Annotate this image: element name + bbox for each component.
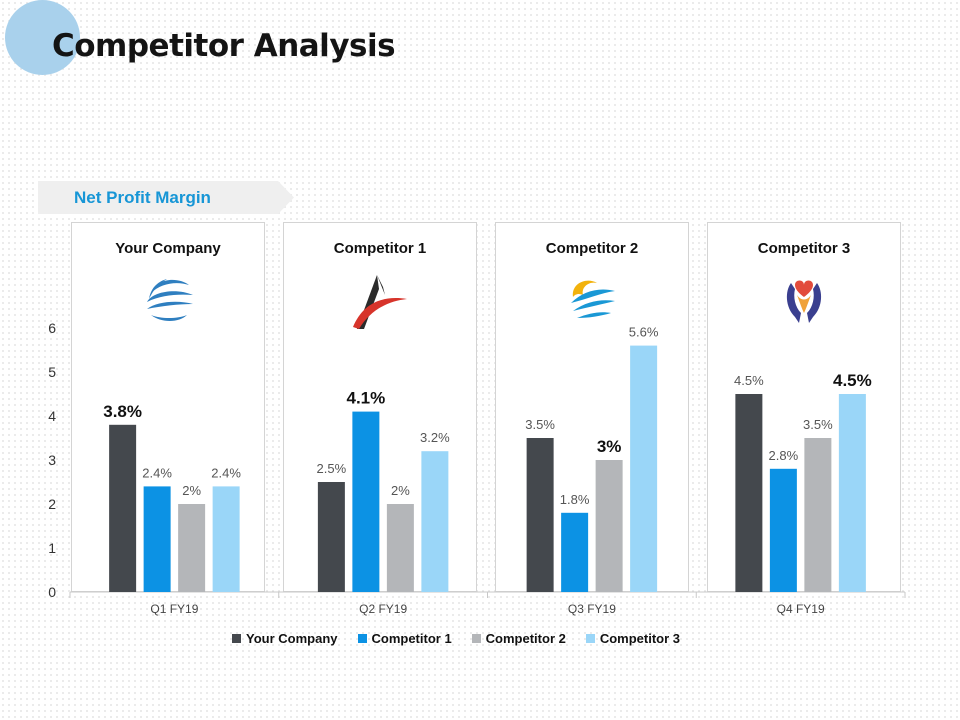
data-label: 4.5% bbox=[734, 373, 764, 388]
y-tick-label: 3 bbox=[48, 452, 56, 468]
panel-title: Competitor 2 bbox=[545, 240, 639, 257]
bar-competitor-2-q1-fy19 bbox=[178, 504, 206, 592]
bar-your-company-q4-fy19 bbox=[735, 394, 763, 592]
bar-competitor-3-q1-fy19 bbox=[212, 486, 240, 592]
bar-your-company-q3-fy19 bbox=[526, 438, 554, 592]
data-label: 3.5% bbox=[525, 417, 555, 432]
panel-title: Your Company bbox=[115, 240, 221, 257]
label-arrow-shape bbox=[38, 181, 294, 214]
legend-item-competitor-2: Competitor 2 bbox=[471, 631, 566, 646]
bar-competitor-2-q2-fy19 bbox=[386, 504, 414, 592]
data-label: 3% bbox=[597, 437, 622, 456]
bar-competitor-2-q4-fy19 bbox=[804, 438, 832, 592]
legend-swatch bbox=[232, 634, 241, 643]
bar-competitor-1-q1-fy19 bbox=[143, 486, 171, 592]
y-tick-label: 0 bbox=[48, 584, 56, 600]
data-label: 3.8% bbox=[103, 402, 142, 421]
section-label-tag: Net Profit Margin bbox=[38, 181, 294, 214]
data-label: 4.1% bbox=[347, 389, 386, 408]
bar-competitor-3-q2-fy19 bbox=[421, 451, 449, 592]
legend-item-competitor-1: Competitor 1 bbox=[357, 631, 452, 646]
legend-label: Competitor 2 bbox=[485, 631, 566, 646]
letter-a-swoosh-logo-icon bbox=[353, 275, 407, 329]
bar-competitor-1-q4-fy19 bbox=[769, 468, 797, 592]
decorative-circle bbox=[5, 0, 80, 75]
data-label: 1.8% bbox=[560, 492, 590, 507]
bar-competitor-2-q3-fy19 bbox=[595, 460, 623, 592]
heart-hands-logo-icon bbox=[786, 280, 822, 323]
y-tick-label: 1 bbox=[48, 540, 56, 556]
bar-your-company-q2-fy19 bbox=[317, 482, 345, 592]
bar-competitor-1-q3-fy19 bbox=[561, 512, 589, 592]
x-tick-label: Q3 FY19 bbox=[568, 602, 616, 616]
data-label: 3.5% bbox=[803, 417, 833, 432]
data-label: 2.4% bbox=[142, 465, 172, 480]
data-label: 2.4% bbox=[211, 465, 241, 480]
legend-swatch bbox=[357, 634, 367, 643]
wave-swirl-logo-icon bbox=[147, 279, 193, 321]
y-tick-label: 5 bbox=[48, 364, 56, 380]
legend-item-your-company: Your Company bbox=[232, 631, 338, 646]
legend-swatch bbox=[471, 634, 481, 643]
chart-legend: Your Company Competitor 1 Competitor 2 C… bbox=[232, 631, 680, 646]
bar-your-company-q1-fy19 bbox=[109, 424, 137, 592]
legend-label: Competitor 3 bbox=[599, 631, 681, 646]
page-title: Competitor Analysis bbox=[52, 28, 396, 64]
legend-label: Your Company bbox=[246, 631, 338, 646]
data-label: 2% bbox=[182, 483, 201, 498]
x-tick-label: Q4 FY19 bbox=[777, 602, 825, 616]
bar-competitor-3-q3-fy19 bbox=[630, 345, 658, 592]
section-label: Net Profit Margin bbox=[74, 188, 211, 207]
data-label: 3.2% bbox=[420, 430, 450, 445]
x-tick-label: Q2 FY19 bbox=[359, 602, 407, 616]
data-label: 2.5% bbox=[317, 461, 347, 476]
data-label: 4.5% bbox=[833, 371, 872, 390]
legend-swatch bbox=[585, 634, 595, 643]
y-tick-label: 6 bbox=[48, 320, 56, 336]
bar-competitor-1-q2-fy19 bbox=[352, 411, 380, 592]
y-tick-label: 2 bbox=[48, 496, 56, 512]
panel-title: Competitor 3 bbox=[757, 240, 851, 257]
data-label: 2% bbox=[391, 483, 410, 498]
legend-label: Competitor 1 bbox=[371, 631, 452, 646]
x-tick-label: Q1 FY19 bbox=[150, 602, 198, 616]
legend-item-competitor-3: Competitor 3 bbox=[585, 631, 681, 646]
sun-wave-logo-icon bbox=[571, 280, 615, 318]
data-label: 5.6% bbox=[629, 325, 659, 340]
panel-title: Competitor 1 bbox=[333, 240, 427, 257]
data-label: 2.8% bbox=[769, 448, 799, 463]
y-tick-label: 4 bbox=[48, 408, 56, 424]
bar-competitor-3-q4-fy19 bbox=[838, 394, 866, 592]
